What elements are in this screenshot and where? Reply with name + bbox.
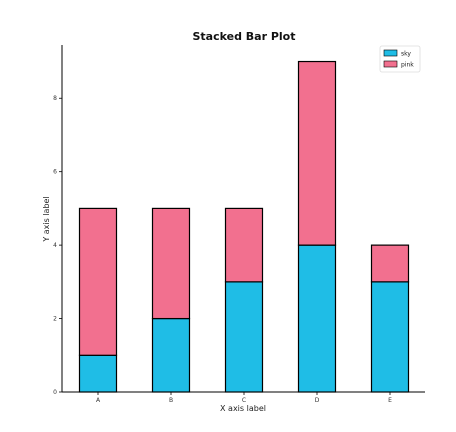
x-axis-label: X axis label (220, 404, 266, 413)
legend: sky pink (379, 45, 421, 73)
y-tick-label: 0 (53, 389, 57, 396)
bar-sky-E (370, 281, 410, 393)
legend-label-sky: sky (401, 51, 411, 58)
y-tick-label: 6 (53, 169, 57, 176)
bar-pink-A (78, 207, 118, 356)
bar-sky-B (151, 317, 191, 393)
legend-swatch-pink (383, 60, 398, 68)
chart-title: Stacked Bar Plot (192, 30, 295, 43)
x-tick-label: E (388, 397, 392, 404)
bar-sky-A (78, 354, 118, 393)
y-tick-label: 8 (53, 95, 57, 102)
bar-pink-D (297, 60, 337, 246)
plot-area: 0 2 4 6 8 A B C D E (53, 45, 425, 404)
x-ticks-group: A B C D E (96, 392, 392, 404)
legend-label-pink: pink (401, 62, 414, 69)
x-tick-label: D (315, 397, 320, 404)
legend-swatch-sky (383, 49, 398, 57)
y-axis-label: Y axis label (42, 196, 51, 242)
bar-sky-C (224, 281, 264, 393)
y-ticks-group: 0 2 4 6 8 (53, 95, 62, 396)
bar-pink-B (151, 207, 191, 320)
x-tick-label: B (169, 397, 173, 404)
y-tick-label: 2 (53, 316, 57, 323)
bar-pink-E (370, 244, 410, 283)
bar-sky-D (297, 244, 337, 393)
bars-group (78, 60, 410, 393)
x-tick-label: C (242, 397, 246, 404)
bar-pink-C (224, 207, 264, 283)
y-tick-label: 4 (53, 242, 57, 249)
x-tick-label: A (96, 397, 101, 404)
